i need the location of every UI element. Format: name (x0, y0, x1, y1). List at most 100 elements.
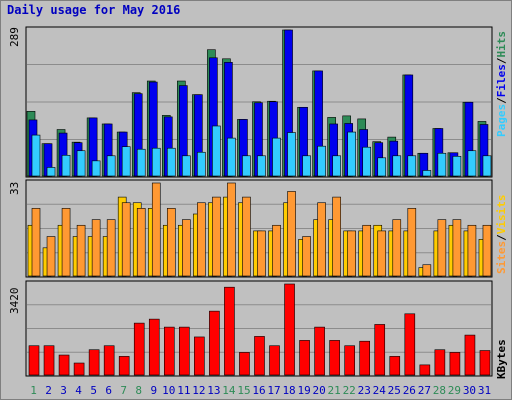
pages-bar (257, 155, 266, 177)
sites-bar (482, 224, 492, 277)
sites-bar (136, 208, 146, 277)
sites-bar (257, 230, 266, 277)
pages-bar (347, 131, 356, 177)
sites-bar (347, 230, 356, 277)
kbytes-bar (224, 286, 235, 376)
day-label: 18 (282, 384, 295, 397)
pages-bar (212, 125, 221, 177)
pages-bar (46, 167, 56, 177)
kbytes-bar (194, 336, 205, 376)
sites-bar (61, 208, 71, 277)
day-label: 31 (478, 384, 491, 397)
kbytes-bar (28, 345, 40, 376)
pages-bar (242, 155, 251, 177)
pages-bar (182, 155, 191, 177)
sites-bar (91, 219, 101, 277)
sites-bar (317, 202, 326, 277)
day-label: 14 (222, 384, 236, 397)
day-label: 13 (207, 384, 220, 397)
sites-bar (46, 236, 56, 277)
sites-bar (332, 196, 341, 277)
day-label: 20 (313, 384, 326, 397)
kbytes-bar (163, 326, 175, 376)
kbytes-bar (434, 349, 446, 376)
legend-files: Files (495, 64, 508, 98)
sites-bar (287, 191, 296, 277)
day-label: 8 (135, 384, 142, 397)
kbytes-bar (179, 326, 190, 376)
sites-bar (362, 224, 372, 277)
legend-sites: Sites (495, 240, 508, 274)
sites-max-label: 33 (8, 181, 21, 195)
kbytes-bar (88, 349, 100, 376)
pages-bar (151, 147, 161, 177)
pages-bar (272, 137, 281, 177)
kbytes-bar (284, 283, 295, 376)
sites-bar (437, 219, 447, 277)
day-label: 2 (45, 384, 52, 397)
sites-bar (452, 219, 462, 277)
kbytes-bar (299, 340, 310, 376)
pages-bar (452, 155, 462, 177)
day-label: 30 (463, 384, 476, 397)
hits-max-label: 289 (8, 27, 21, 47)
sites-bar (31, 208, 41, 277)
day-label: 9 (150, 384, 157, 397)
pages-bar (302, 155, 311, 177)
day-label: 12 (192, 384, 205, 397)
sites-bar (377, 230, 387, 277)
kbytes-bar (389, 356, 401, 376)
day-label: 10 (162, 384, 175, 397)
day-label: 5 (90, 384, 97, 397)
kbytes-bar (239, 352, 250, 376)
day-label: 3 (60, 384, 67, 397)
sites-bar (392, 219, 402, 277)
kbytes-bar (419, 364, 431, 376)
legend-visits: Visits (495, 194, 508, 235)
kbytes-bar (103, 345, 115, 376)
kbytes-bar (344, 345, 355, 376)
legend-panel2: Sites/Visits (495, 194, 508, 275)
day-label: 28 (433, 384, 446, 397)
day-label: 16 (252, 384, 265, 397)
kbytes-bar (209, 310, 220, 376)
pages-bar (61, 154, 71, 177)
sites-bar (407, 208, 417, 277)
day-label: 11 (177, 384, 190, 397)
sites-bar (197, 202, 206, 277)
pages-bar (317, 145, 326, 177)
pages-bar (197, 151, 206, 177)
chart-title: Daily usage for May 2016 (7, 3, 181, 17)
kbytes-bar (254, 336, 265, 376)
kbytes-max-label: 3420 (8, 287, 21, 315)
sites-bar (121, 202, 131, 277)
day-label: 23 (358, 384, 371, 397)
day-label: 25 (388, 384, 401, 397)
sites-bar (76, 224, 86, 277)
kbytes-bar (133, 322, 145, 376)
pages-bar (437, 152, 447, 177)
sites-bar (151, 182, 161, 277)
sites-bar (302, 236, 311, 277)
sites-bar (467, 224, 477, 277)
sites-bar (166, 208, 176, 277)
kbytes-bar (58, 354, 70, 376)
sites-bar (212, 196, 221, 277)
pages-bar (136, 148, 146, 177)
sites-bar (182, 219, 191, 277)
kbytes-bar (359, 340, 371, 376)
legend-panel1: Pages/Files/Hits (495, 31, 508, 137)
sites-bar (242, 196, 251, 277)
kbytes-bar (464, 334, 476, 376)
sites-bar (227, 182, 236, 277)
pages-bar (422, 170, 432, 177)
day-label: 29 (448, 384, 461, 397)
pages-bar (332, 155, 341, 177)
pages-bar (287, 132, 296, 177)
day-label: 15 (237, 384, 250, 397)
pages-bar (377, 157, 387, 177)
kbytes-bar (148, 318, 160, 376)
legend-kbytes: KBytes (495, 339, 508, 379)
kbytes-bar (404, 313, 416, 376)
